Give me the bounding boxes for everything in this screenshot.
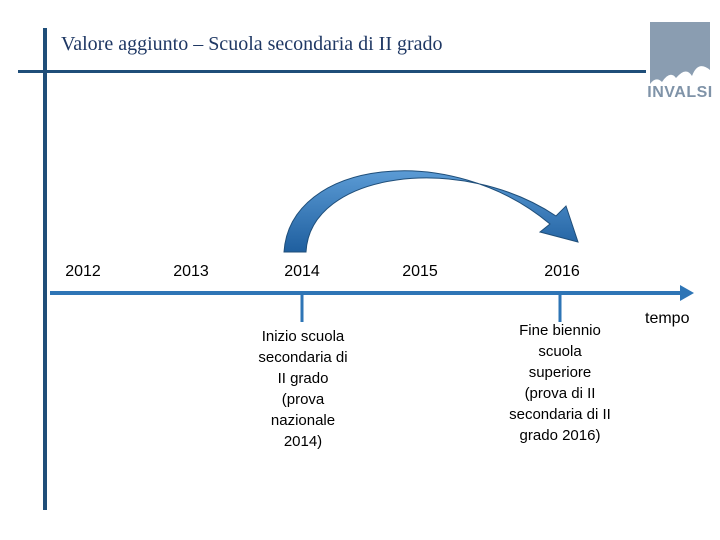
timeline-arrowhead xyxy=(680,285,694,301)
vertical-rule xyxy=(43,28,47,510)
year-2012: 2012 xyxy=(65,263,101,280)
event-2016-line: scuola xyxy=(538,343,582,360)
event-2014-line: Inizio scuola xyxy=(261,328,345,345)
event-2014-line: nazionale xyxy=(270,412,336,429)
year-2013: 2013 xyxy=(173,263,209,280)
year-2014: 2014 xyxy=(284,263,320,280)
event-2014-text: Inizio scuola secondaria di II grado (pr… xyxy=(238,326,368,452)
event-2014-line: II grado xyxy=(277,370,329,387)
event-2016-text: Fine biennio scuola superiore (prova di … xyxy=(490,320,630,446)
slide-title: Valore aggiunto – Scuola secondaria di I… xyxy=(61,33,443,55)
event-2014-line: secondaria di xyxy=(258,349,348,366)
event-2016-line: secondaria di II xyxy=(509,406,611,423)
axis-label: tempo xyxy=(645,310,690,327)
event-2014-line: (prova xyxy=(281,391,325,408)
event-2014-line: 2014) xyxy=(283,433,323,450)
invalsi-logo-icon xyxy=(650,22,710,84)
event-2016-line: superiore xyxy=(528,364,592,381)
year-2016: 2016 xyxy=(544,263,580,280)
invalsi-logo-text: INVALSI xyxy=(647,84,713,101)
event-2016-line: Fine biennio xyxy=(519,322,601,339)
year-2015: 2015 xyxy=(402,263,438,280)
horizontal-rule xyxy=(18,70,646,73)
curved-arrow xyxy=(283,170,579,253)
event-2016-line: grado 2016) xyxy=(519,427,601,444)
event-2016-line: (prova di II xyxy=(524,385,596,402)
